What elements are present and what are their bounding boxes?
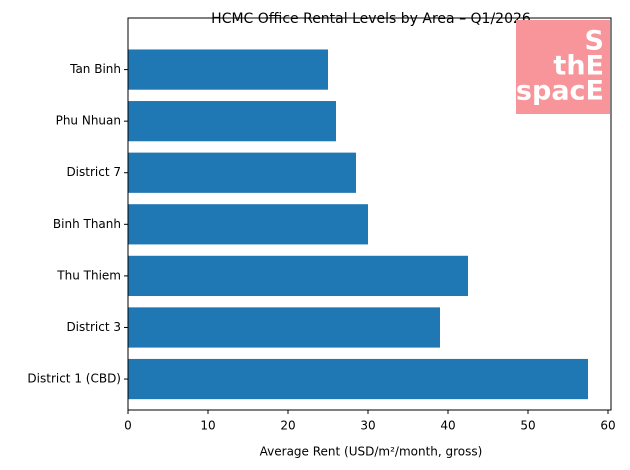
x-tick-label: 30 <box>360 419 375 433</box>
logo-box <box>516 20 610 114</box>
logo-text: thE <box>553 51 604 82</box>
x-tick-label: 60 <box>600 419 615 433</box>
axes-frame <box>127 17 612 411</box>
bar <box>128 204 368 245</box>
bar <box>128 152 356 193</box>
logo-text: S <box>585 26 604 57</box>
x-tick-label: 40 <box>440 419 455 433</box>
y-tick-label: District 1 (CBD) <box>27 372 121 386</box>
bar <box>128 358 588 400</box>
x-tick-label: 20 <box>280 419 295 433</box>
bar <box>128 307 440 348</box>
chart-title: HCMC Office Rental Levels by Area – Q1/2… <box>211 11 531 27</box>
x-axis-label: Average Rent (USD/m²/month, gross) <box>260 445 483 459</box>
y-tick-label: Binh Thanh <box>53 217 121 231</box>
bar <box>128 49 328 90</box>
logo-text: spacE <box>516 76 604 107</box>
x-tick-label: 10 <box>200 419 215 433</box>
bar <box>128 255 468 297</box>
y-tick-label: Phu Nhuan <box>56 114 121 128</box>
x-tick-label: 50 <box>520 419 535 433</box>
x-tick-label: 0 <box>124 419 132 433</box>
bar <box>128 101 336 142</box>
y-tick-label: District 7 <box>66 165 121 179</box>
y-tick-label: Tan Binh <box>69 62 121 76</box>
y-tick-label: District 3 <box>66 320 121 334</box>
y-tick-label: Thu Thiem <box>56 268 121 282</box>
